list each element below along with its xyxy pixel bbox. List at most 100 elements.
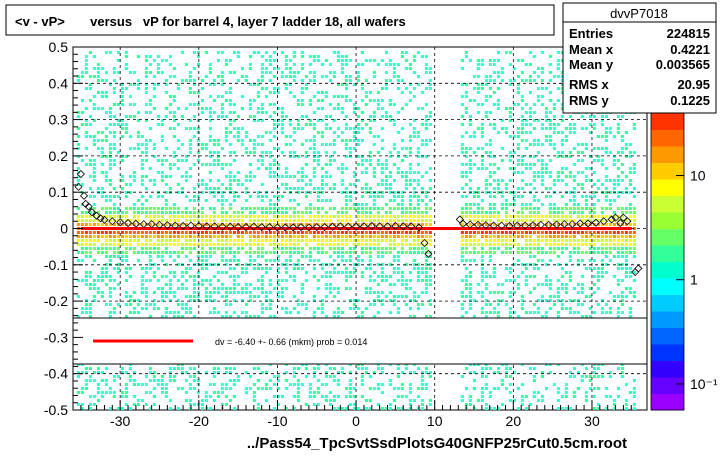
heat-cell (416, 215, 420, 218)
heat-cell (328, 239, 332, 242)
heat-cell (320, 91, 324, 94)
heat-cell (244, 207, 248, 210)
heat-cell (228, 151, 232, 154)
heat-cell (356, 155, 360, 158)
heat-cell (236, 131, 240, 134)
heat-cell (368, 231, 372, 234)
heat-cell (480, 131, 484, 134)
heat-cell (348, 183, 352, 186)
heat-cell (392, 163, 396, 166)
heat-cell (396, 271, 400, 274)
heat-cell (368, 291, 372, 294)
heat-cell (120, 223, 124, 226)
heat-cell (336, 215, 340, 218)
heat-cell (388, 99, 392, 102)
heat-cell (472, 251, 476, 254)
heat-cell (380, 267, 384, 270)
heat-cell (260, 119, 264, 122)
heat-cell (192, 247, 196, 250)
heat-cell (560, 107, 564, 110)
heat-cell (124, 55, 128, 58)
heat-cell (96, 287, 100, 290)
heat-cell (572, 147, 576, 150)
heat-cell (164, 315, 168, 318)
heat-cell (240, 67, 244, 70)
heat-cell (200, 235, 204, 238)
heat-cell (596, 407, 600, 410)
heat-cell (176, 315, 180, 318)
heat-cell (576, 239, 580, 242)
heat-cell (348, 199, 352, 202)
heat-cell (604, 191, 608, 194)
heat-cell (308, 119, 312, 122)
heat-cell (600, 135, 604, 138)
heat-cell (296, 223, 300, 226)
heat-cell (520, 155, 524, 158)
heat-cell (160, 159, 164, 162)
heat-cell (192, 367, 196, 370)
heat-cell (348, 231, 352, 234)
heat-cell (328, 127, 332, 130)
heat-cell (508, 239, 512, 242)
heat-cell (404, 287, 408, 290)
heat-cell (360, 195, 364, 198)
heat-cell (272, 223, 276, 226)
heat-cell (472, 87, 476, 90)
heat-cell (128, 231, 132, 234)
heat-cell (484, 407, 488, 410)
heat-cell (276, 267, 280, 270)
heat-cell (76, 179, 80, 182)
heat-cell (508, 291, 512, 294)
heat-cell (152, 307, 156, 310)
heat-cell (320, 99, 324, 102)
heat-cell (228, 367, 232, 370)
heat-cell (520, 307, 524, 310)
heat-cell (328, 223, 332, 226)
heat-cell (460, 175, 464, 178)
heat-cell (336, 315, 340, 318)
heat-cell (92, 283, 96, 286)
heat-cell (236, 135, 240, 138)
heat-cell (580, 159, 584, 162)
heat-cell (488, 111, 492, 114)
heat-cell (76, 215, 80, 218)
heat-cell (136, 207, 140, 210)
heat-cell (332, 71, 336, 74)
heat-cell (548, 71, 552, 74)
heat-cell (236, 263, 240, 266)
heat-cell (528, 131, 532, 134)
heat-cell (424, 383, 428, 386)
heat-cell (552, 247, 556, 250)
heat-cell (84, 55, 88, 58)
heat-cell (116, 407, 120, 410)
heat-cell (388, 383, 392, 386)
heat-cell (92, 171, 96, 174)
heat-cell (400, 231, 404, 234)
heat-cell (120, 391, 124, 394)
heat-cell (492, 311, 496, 314)
heat-cell (588, 287, 592, 290)
heat-cell (368, 247, 372, 250)
heat-cell (568, 259, 572, 262)
heat-cell (168, 251, 172, 254)
heat-cell (196, 235, 200, 238)
heat-cell (208, 215, 212, 218)
heat-cell (608, 127, 612, 130)
heat-cell (596, 199, 600, 202)
heat-cell (328, 271, 332, 274)
heat-cell (252, 147, 256, 150)
heat-cell (512, 195, 516, 198)
heat-cell (212, 79, 216, 82)
heat-cell (92, 103, 96, 106)
heat-cell (580, 219, 584, 222)
heat-cell (564, 207, 568, 210)
heat-cell (140, 231, 144, 234)
heat-cell (248, 231, 252, 234)
heat-cell (480, 275, 484, 278)
heat-cell (556, 51, 560, 54)
heat-cell (316, 163, 320, 166)
heat-cell (192, 51, 196, 54)
heat-cell (524, 63, 528, 66)
heat-cell (136, 147, 140, 150)
heat-cell (240, 243, 244, 246)
